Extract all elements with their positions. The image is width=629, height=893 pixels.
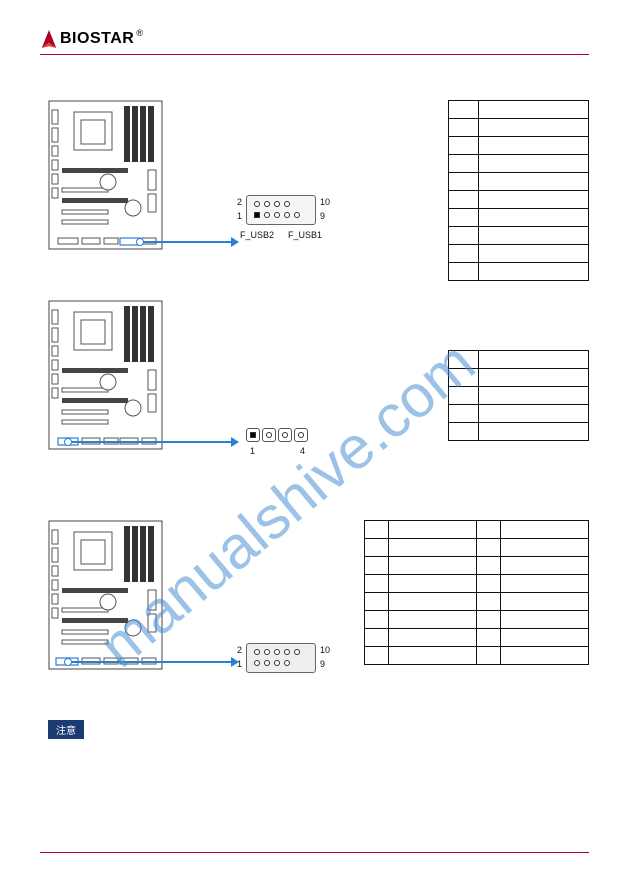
brand-logo: BIOSTAR ® [40,28,143,50]
motherboard-diagram-1 [48,100,163,250]
table-row [449,245,589,263]
table-row [449,227,589,245]
table-row [449,173,589,191]
table-row [449,101,589,119]
note-badge: 注意 [48,720,84,739]
table-4pin-pinout [448,350,589,441]
pin-label-9: 9 [320,211,325,221]
table-row [365,539,589,557]
section-fusb: 2 1 10 9 F_USB2 F_USB1 [48,100,592,275]
table-row [365,647,589,665]
table-row [449,209,589,227]
footer-rule [40,852,589,853]
table-row [449,405,589,423]
motherboard-diagram-3 [48,520,163,670]
table-row [449,387,589,405]
table-fusb-pinout [448,100,589,281]
table-row [449,369,589,387]
pin-label-2: 2 [237,197,242,207]
biostar-logo-icon [40,28,58,50]
table-row [365,593,589,611]
registered-mark: ® [136,28,143,38]
table-10pin-pinout [364,520,589,665]
connector-name-fusb1: F_USB1 [288,230,322,240]
note-label: 注意 [56,726,76,737]
section-10pin: 2 1 10 9 [48,520,592,695]
pointer-arrow-3 [68,661,236,663]
table-row [449,155,589,173]
pin-label-9c: 9 [320,659,325,669]
table-row [365,521,589,539]
section-4pin: 1 4 [48,300,592,465]
pin-label-1b: 1 [250,446,255,456]
table-row [449,191,589,209]
header-rule [40,54,589,55]
table-row [365,557,589,575]
motherboard-diagram-2 [48,300,163,450]
table-row [365,575,589,593]
table-row [449,137,589,155]
pointer-arrow-1 [140,241,236,243]
connector-name-fusb2: F_USB2 [240,230,274,240]
brand-name: BIOSTAR [60,30,134,48]
table-row [449,263,589,281]
pin-label-10c: 10 [320,645,330,655]
table-row [365,629,589,647]
pin-label-1: 1 [237,211,242,221]
pin-label-2c: 2 [237,645,242,655]
pin-label-1c: 1 [237,659,242,669]
pin-label-10: 10 [320,197,330,207]
table-row [449,423,589,441]
pointer-arrow-2 [68,441,236,443]
pin-label-4: 4 [300,446,305,456]
table-row [449,351,589,369]
table-row [449,119,589,137]
table-row [365,611,589,629]
